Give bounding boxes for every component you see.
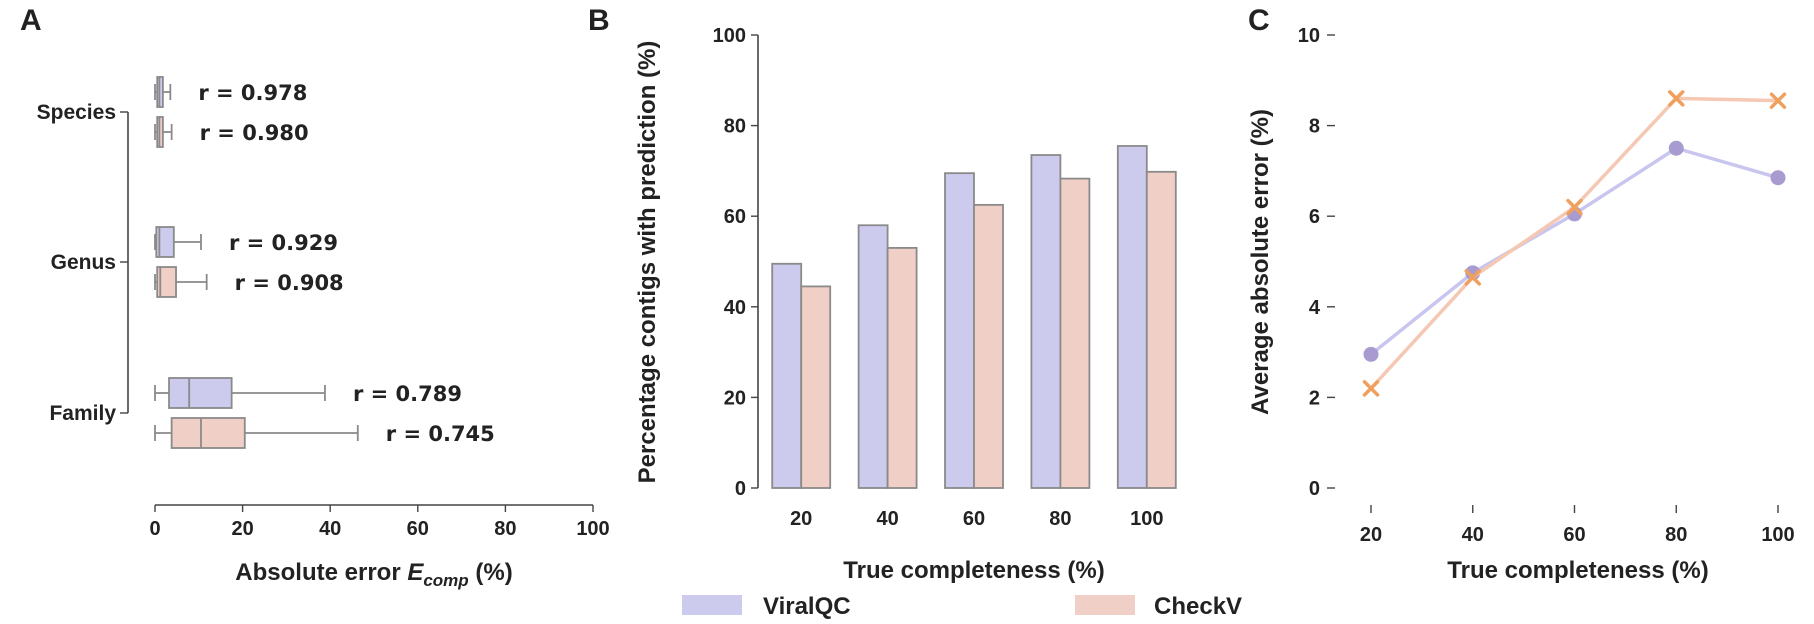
category-label-species: Species (37, 101, 116, 124)
y-tick-label: 100 (713, 25, 746, 47)
box-species-viralqc: r = 0.978 (154, 76, 307, 108)
y-tick-label: 6 (1309, 206, 1320, 228)
box-genus-checkv: r = 0.908 (154, 266, 344, 298)
y-axis-label: Average absolute error (%) (1247, 109, 1274, 415)
y-tick-label: 40 (724, 297, 746, 319)
line-checkv (1369, 96, 1779, 390)
y-axis-label: Percentage contigs with prediction (%) (634, 41, 661, 484)
point-viralqc-80 (1668, 140, 1684, 156)
y-tick-label: 60 (724, 206, 746, 228)
x-tick-label: 20 (231, 518, 253, 540)
x-tick-label: 100 (1761, 524, 1794, 546)
box-genus-viralqc: r = 0.929 (154, 226, 338, 258)
x-tick-label: 60 (1563, 524, 1585, 546)
x-tick-label: 100 (576, 518, 609, 540)
legend-label-viralqc: ViralQC (763, 593, 851, 620)
legend-swatch-checkv (1075, 595, 1135, 615)
bar-checkv-20 (800, 285, 832, 489)
box-family-viralqc: r = 0.789 (154, 377, 462, 409)
point-checkv-60 (1566, 198, 1583, 216)
legend: ViralQC CheckV (682, 593, 1242, 620)
category-label-family: Family (49, 402, 116, 425)
legend-label-checkv: CheckV (1154, 593, 1242, 620)
bar-checkv-100 (1145, 170, 1177, 489)
y-tick-label: 2 (1309, 387, 1320, 409)
y-tick-label: 4 (1309, 297, 1321, 319)
x-tick-label: 40 (876, 508, 898, 530)
bar-viralqc-100 (1116, 145, 1148, 489)
x-axis-label: True completeness (%) (843, 557, 1104, 584)
x-tick-label: 80 (494, 518, 516, 540)
box-iqr (155, 226, 175, 258)
panel-a-letter: A (20, 4, 42, 37)
panel-c-line-chart: C 0 2 4 6 8 10 20 40 60 80 100 True completeness (%)… (1247, 4, 1795, 584)
x-tick-label: 20 (790, 508, 812, 530)
x-tick-label: 60 (963, 508, 985, 530)
x-tick-label: 20 (1360, 524, 1382, 546)
y-tick-label: 80 (724, 116, 746, 138)
box-species-checkv: r = 0.980 (154, 116, 309, 148)
x-tick-label: 60 (407, 518, 429, 540)
panel-b-bar-chart: B 0 20 40 60 80 100 20 40 60 80 100 True completenes… (588, 4, 1177, 584)
bar-viralqc-80 (1030, 154, 1062, 489)
correlation-label: r = 0.978 (198, 81, 307, 105)
y-tick-label: 0 (1309, 478, 1320, 500)
y-tick-label: 8 (1309, 116, 1320, 138)
correlation-label: r = 0.929 (229, 231, 338, 255)
y-tick-label: 10 (1298, 25, 1320, 47)
box-iqr (170, 417, 246, 449)
correlation-label: r = 0.745 (386, 422, 495, 446)
x-tick-label: 40 (1462, 524, 1484, 546)
correlation-label: r = 0.980 (200, 121, 309, 145)
panel-a-boxplot: A 0 20 40 60 80 100 Absolute error Ecomp (%) Spe… (20, 4, 610, 590)
point-viralqc-20 (1363, 346, 1379, 362)
box-iqr (168, 377, 233, 409)
bar-checkv-80 (1059, 177, 1091, 489)
y-tick-label: 0 (735, 478, 746, 500)
x-tick-label: 100 (1130, 508, 1163, 530)
category-label-genus: Genus (51, 251, 116, 274)
x-axis-label: Absolute error Ecomp (%) (235, 559, 512, 590)
correlation-label: r = 0.908 (235, 271, 344, 295)
bar-viralqc-40 (857, 224, 889, 489)
point-checkv-40 (1464, 269, 1481, 286)
correlation-label: r = 0.789 (353, 382, 462, 406)
point-checkv-100 (1769, 92, 1787, 109)
bar-viralqc-60 (944, 172, 975, 489)
point-checkv-80 (1668, 90, 1685, 107)
bar-checkv-40 (886, 247, 918, 489)
point-viralqc-100 (1770, 170, 1786, 186)
point-checkv-20 (1362, 380, 1380, 397)
bar-viralqc-20 (771, 262, 803, 489)
x-tick-label: 0 (149, 518, 160, 540)
bar-checkv-60 (973, 203, 1004, 489)
x-tick-label: 80 (1049, 508, 1071, 530)
y-tick-label: 20 (724, 387, 746, 409)
legend-swatch-viralqc (682, 595, 742, 615)
box-family-checkv: r = 0.745 (154, 417, 495, 449)
x-axis-label: True completeness (%) (1447, 557, 1708, 584)
x-tick-label: 80 (1665, 524, 1687, 546)
box-iqr (156, 266, 177, 298)
x-tick-label: 40 (319, 518, 341, 540)
panel-b-letter: B (588, 4, 610, 37)
panel-c-letter: C (1248, 4, 1270, 37)
